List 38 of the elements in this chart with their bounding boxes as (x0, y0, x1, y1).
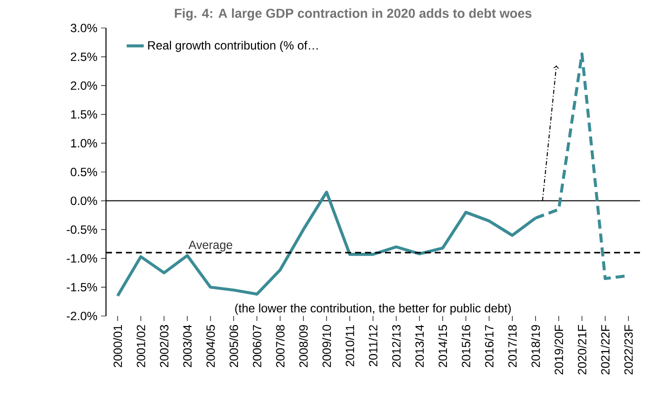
x-tick-label: 2016/17 (484, 325, 494, 368)
y-tick-label: -1.0% (66, 254, 98, 263)
y-tick-label: 2.5% (70, 52, 98, 62)
y-tick-label: 1.5% (71, 110, 98, 119)
chart-title: Fig. 4: A large GDP contraction in 2020 adds to debt woes (174, 8, 532, 21)
x-tick-label: 2011/12 (368, 325, 378, 366)
x-tick-label: 2009/10 (322, 324, 331, 368)
x-tick-label: 2021/22F (600, 324, 610, 374)
x-tick-label: 2019/20F (554, 324, 564, 374)
x-tick-label: 2015/16 (461, 325, 470, 368)
x-tick-label: 2014/15 (438, 325, 448, 368)
x-tick-label: 2010/11 (345, 325, 354, 366)
annotation: (the lower the contribution, the better for public debt) (235, 304, 511, 315)
y-tick-label: 2.0% (70, 81, 98, 90)
x-tick-label: 2005/06 (229, 325, 238, 368)
x-tick-label: 2006/07 (252, 325, 262, 368)
x-tick-label: 2017/18 (508, 325, 517, 368)
x-tick-label: 2002/03 (160, 325, 168, 368)
y-tick-label: 3.0% (70, 24, 98, 32)
y-tick-label: 1.0% (71, 138, 98, 148)
x-tick-label: 2004/05 (206, 325, 215, 368)
y-tick-label: -1.5% (66, 282, 98, 292)
x-tick-label: 2018/19 (531, 325, 540, 368)
ref-line-label: Average (188, 240, 232, 252)
legend-label: Real growth contribution (% of… (148, 40, 318, 52)
x-tick-label: 2001/02 (136, 325, 146, 368)
x-tick-label: 2008/09 (298, 325, 308, 368)
x-tick-label: 2012/13 (392, 325, 401, 368)
y-tick-label: -2.0% (66, 312, 98, 320)
y-tick-label: 0.0% (70, 196, 98, 206)
x-tick-label: 2003/04 (182, 324, 192, 368)
x-tick-label: 2007/08 (276, 325, 285, 368)
y-tick-label: 0.5% (70, 168, 98, 176)
x-tick-label: 2022/23F (624, 324, 633, 374)
x-tick-label: 2000/01 (113, 325, 122, 368)
x-tick-label: 2020/21F (578, 324, 586, 374)
y-tick-label: -0.5% (66, 225, 98, 234)
x-tick-label: 2013/14 (415, 324, 424, 368)
